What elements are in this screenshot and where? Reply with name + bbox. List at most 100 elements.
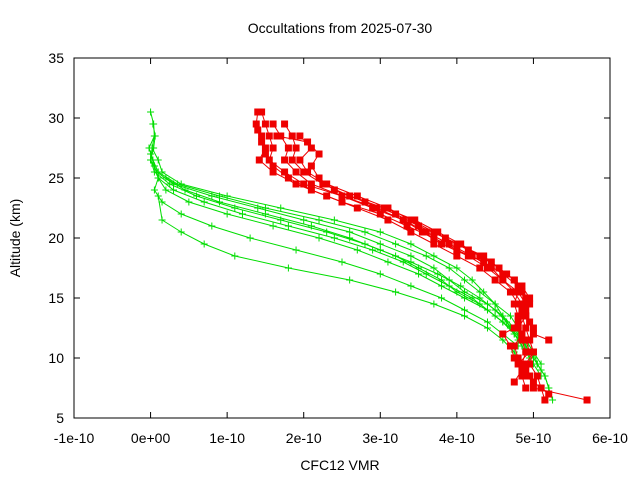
data-point-square (330, 186, 338, 194)
data-point-plus (430, 300, 438, 308)
data-point-square (307, 144, 315, 152)
data-point-square (415, 222, 423, 230)
data-point-plus (158, 198, 166, 206)
data-point-plus (491, 300, 499, 308)
profile-line (150, 111, 542, 377)
data-point-square (323, 180, 331, 188)
data-point-plus (376, 270, 384, 278)
data-point-plus (376, 240, 384, 248)
data-point-square (254, 108, 262, 116)
data-point-plus (284, 222, 292, 230)
data-point-plus (154, 174, 162, 182)
x-tick-label: 6e-10 (592, 430, 628, 446)
data-point-square (292, 144, 300, 152)
data-point-square (491, 276, 499, 284)
data-point-square (457, 240, 465, 248)
data-point-square (353, 192, 361, 200)
data-point-plus (238, 210, 246, 218)
data-point-plus (277, 204, 285, 212)
data-point-plus (445, 264, 453, 272)
data-point-square (307, 162, 315, 170)
data-point-plus (246, 234, 254, 242)
data-point-plus (430, 252, 438, 260)
data-point-square (315, 150, 323, 158)
data-point-plus (407, 282, 415, 290)
data-point-square (453, 252, 461, 260)
data-point-plus (434, 270, 442, 278)
x-tick-label: 3e-10 (362, 430, 398, 446)
green-profile (150, 174, 522, 350)
data-point-plus (545, 384, 553, 392)
data-point-plus (231, 252, 239, 260)
data-point-square (518, 282, 526, 290)
chart-title: Occultations from 2025-07-30 (248, 20, 433, 36)
data-point-plus (407, 252, 415, 260)
data-point-square (261, 150, 269, 158)
data-point-square (403, 222, 411, 230)
data-point-square (284, 144, 292, 152)
data-point-square (480, 252, 488, 260)
data-point-square (281, 120, 289, 128)
data-point-plus (430, 264, 438, 272)
y-axis-label: Altitude (km) (7, 199, 23, 278)
x-tick-label: 2e-10 (286, 430, 322, 446)
profile-line (157, 195, 523, 365)
y-tick-label: 20 (48, 230, 64, 246)
data-point-plus (376, 246, 384, 254)
data-point-square (265, 132, 273, 140)
data-point-square (510, 300, 518, 308)
data-point-plus (453, 264, 461, 272)
data-point-plus (261, 204, 269, 212)
data-point-plus (445, 282, 453, 290)
data-point-plus (461, 306, 469, 314)
data-point-square (510, 354, 518, 362)
data-point-square (464, 246, 472, 254)
data-point-square (468, 252, 476, 260)
data-point-square (495, 264, 503, 272)
data-point-plus (480, 288, 488, 296)
data-point-square (438, 240, 446, 248)
data-point-plus (476, 294, 484, 302)
data-point-square (304, 138, 312, 146)
profile-line (151, 147, 554, 401)
profile-line (150, 123, 550, 389)
data-point-square (407, 216, 415, 224)
data-point-plus (170, 186, 178, 194)
y-tick-label: 25 (48, 170, 64, 186)
data-point-plus (300, 216, 308, 224)
data-point-plus (384, 258, 392, 266)
data-point-plus (154, 156, 162, 164)
y-tick-label: 35 (48, 50, 64, 66)
data-point-square (510, 378, 518, 386)
green-profile (145, 132, 545, 368)
data-point-square (545, 336, 553, 344)
data-point-plus (147, 108, 155, 116)
data-point-plus (422, 252, 430, 260)
data-point-square (384, 216, 392, 224)
data-point-plus (461, 294, 469, 302)
data-point-square (392, 210, 400, 218)
data-point-plus (491, 306, 499, 314)
data-point-square (258, 108, 266, 116)
data-point-square (288, 156, 296, 164)
data-point-square (529, 378, 537, 386)
data-point-square (258, 132, 266, 140)
data-point-plus (392, 288, 400, 296)
data-point-square (514, 288, 522, 296)
data-point-square (284, 174, 292, 182)
data-point-plus (361, 228, 369, 236)
data-point-plus (158, 168, 166, 176)
data-point-plus (200, 198, 208, 206)
data-point-square (269, 162, 277, 170)
data-point-plus (261, 210, 269, 218)
data-point-plus (346, 234, 354, 242)
data-point-plus (457, 282, 465, 290)
data-point-square (307, 180, 315, 188)
data-point-square (522, 312, 530, 320)
data-point-plus (537, 366, 545, 374)
data-point-square (296, 132, 304, 140)
data-point-plus (149, 120, 157, 128)
data-point-square (304, 168, 312, 176)
red-profile (296, 132, 526, 386)
data-point-plus (438, 294, 446, 302)
